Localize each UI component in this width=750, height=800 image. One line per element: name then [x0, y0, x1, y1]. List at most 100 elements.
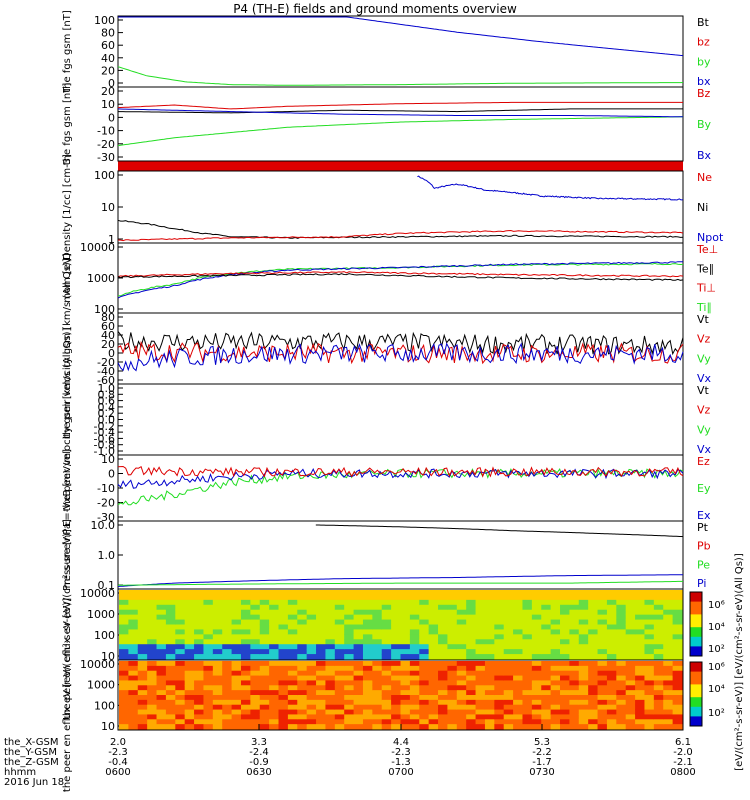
heatmap-cell: [672, 699, 683, 706]
heatmap-cell: [513, 599, 523, 606]
heatmap-cell: [325, 604, 336, 611]
heatmap-cell: [184, 714, 195, 720]
heatmap-cell: [391, 594, 401, 601]
heatmap-cell: [588, 719, 599, 725]
colorbar-tick: 10⁶: [708, 662, 725, 673]
heatmap-cell: [372, 594, 383, 601]
heatmap-cell: [119, 709, 129, 715]
heatmap-cell: [240, 614, 251, 621]
heatmap-cell: [550, 665, 561, 672]
heatmap-cell: [635, 604, 645, 611]
heatmap-cell: [287, 629, 298, 635]
heatmap-cell: [494, 604, 505, 611]
heatmap-cell: [447, 644, 458, 650]
heatmap-cell: [400, 714, 411, 720]
heatmap-cell: [503, 619, 514, 625]
heatmap-cell: [550, 599, 561, 606]
heatmap-cell: [578, 690, 589, 696]
y-tick-label: 0.1: [98, 579, 116, 592]
heatmap-cell: [606, 614, 617, 621]
heatmap-cell: [381, 714, 392, 720]
heatmap-cell: [259, 639, 270, 645]
heatmap-cell: [409, 649, 420, 655]
heatmap-cell: [578, 634, 589, 640]
heatmap-cell: [663, 649, 674, 655]
heatmap-cell: [466, 624, 477, 630]
heatmap-cell: [484, 599, 495, 606]
colorbar-segment: [690, 662, 702, 673]
panel-frame: [117, 383, 684, 456]
heatmap-cell: [240, 665, 251, 672]
heatmap-cell: [391, 690, 401, 696]
y-axis-label: Pressure [nPa]: [62, 519, 73, 591]
heatmap-cell: [306, 609, 317, 616]
heatmap-cell: [381, 599, 392, 606]
heatmap-cell: [588, 661, 599, 667]
heatmap-cell: [663, 714, 674, 720]
heatmap-cell: [147, 695, 158, 701]
colorbar-segment: [690, 601, 702, 615]
heatmap-cell: [128, 719, 139, 725]
heatmap-cell: [672, 665, 683, 672]
heatmap-cell: [560, 590, 570, 596]
heatmap-cell: [503, 639, 514, 645]
heatmap-cell: [531, 624, 542, 630]
heatmap-cell: [250, 654, 261, 660]
heatmap-cell: [194, 594, 204, 601]
colorbar-segment: [690, 671, 702, 685]
heatmap-cell: [588, 639, 599, 645]
heatmap-cell: [653, 604, 664, 611]
heatmap-cell: [334, 709, 345, 715]
heatmap-cell: [287, 619, 298, 625]
heatmap-cell: [381, 594, 392, 601]
heatmap-cell: [438, 590, 448, 596]
heatmap-cell: [278, 624, 289, 630]
heatmap-cell: [400, 675, 411, 681]
heatmap-cell: [362, 649, 373, 655]
heatmap-cell: [531, 639, 542, 645]
legend-entry: Vx: [697, 443, 712, 456]
heatmap-cell: [606, 624, 617, 630]
heatmap-cell: [513, 665, 523, 672]
heatmap-cell: [531, 724, 542, 730]
heatmap-cell: [475, 599, 486, 606]
heatmap-cell: [269, 629, 280, 635]
heatmap-cell: [644, 654, 655, 660]
heatmap-cell: [560, 690, 570, 696]
heatmap-cell: [419, 649, 430, 655]
heatmap-cell: [344, 690, 355, 696]
heatmap-cell: [475, 594, 486, 601]
heatmap-cell: [269, 699, 280, 706]
heatmap-cell: [165, 634, 176, 640]
heatmap-cell: [316, 649, 326, 655]
heatmap-cell: [287, 685, 298, 691]
heatmap-cell: [494, 629, 505, 635]
y-tick-label: 100: [94, 303, 115, 316]
heatmap-cell: [222, 690, 233, 696]
heatmap-cell: [635, 590, 645, 596]
heatmap-cell: [203, 654, 214, 660]
heatmap-cell: [259, 724, 270, 730]
heatmap-cell: [372, 704, 383, 711]
heatmap-cell: [184, 644, 195, 650]
heatmap-cell: [569, 714, 580, 720]
heatmap-cell: [212, 624, 223, 630]
heatmap-cell: [606, 639, 617, 645]
heatmap-cell: [203, 699, 214, 706]
heatmap-cell: [250, 599, 261, 606]
heatmap-cell: [334, 609, 345, 616]
heatmap-cell: [287, 719, 298, 725]
heatmap-cell: [635, 724, 645, 730]
heatmap-cell: [494, 614, 505, 621]
heatmap-cell: [137, 594, 148, 601]
heatmap-cell: [231, 604, 242, 611]
heatmap-cell: [325, 675, 336, 681]
heatmap-cell: [344, 714, 355, 720]
heatmap-cell: [438, 609, 448, 616]
x-tick-label: 0800: [670, 767, 695, 778]
heatmap-cell: [344, 680, 355, 686]
heatmap-cell: [597, 639, 608, 645]
heatmap-cell: [438, 714, 448, 720]
heatmap-cell: [456, 629, 467, 635]
colorbar-segment: [690, 627, 702, 638]
